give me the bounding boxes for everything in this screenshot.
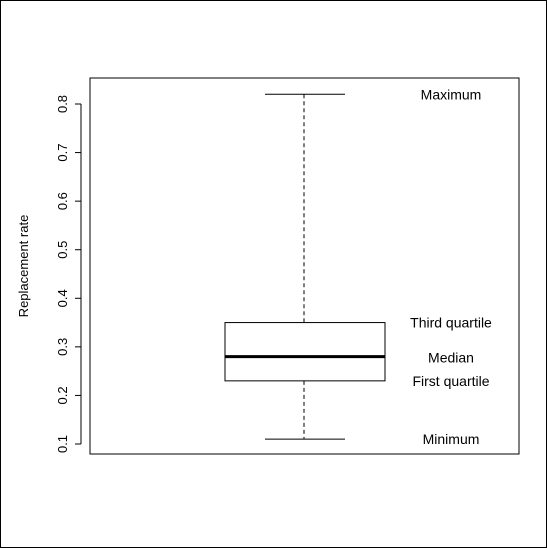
- boxplot: [224, 93, 386, 440]
- y-axis: 0.1 0.2 0.3 0.4 0.5 0.6 0.7 0.8: [55, 95, 82, 453]
- y-tick-label: 0.6: [55, 192, 70, 210]
- annotations: Maximum Third quartile Median First quartil…: [410, 86, 492, 447]
- first-quartile-label: First quartile: [412, 373, 489, 389]
- y-tick-label: 0.2: [55, 386, 70, 404]
- y-tick-label: 0.8: [55, 95, 70, 113]
- maximum-label: Maximum: [421, 86, 482, 102]
- y-tick-label: 0.7: [55, 144, 70, 162]
- y-tick-label: 0.1: [55, 435, 70, 453]
- minimum-label: Minimum: [423, 431, 480, 447]
- y-tick-label: 0.4: [55, 289, 70, 307]
- y-tick-label: 0.5: [55, 241, 70, 259]
- y-axis-title: Replacement rate: [16, 215, 31, 318]
- third-quartile-label: Third quartile: [410, 315, 492, 331]
- plot-area-border: [89, 77, 520, 455]
- y-tick-label: 0.3: [55, 338, 70, 356]
- iqr-box: [224, 322, 386, 382]
- median-label: Median: [428, 350, 474, 366]
